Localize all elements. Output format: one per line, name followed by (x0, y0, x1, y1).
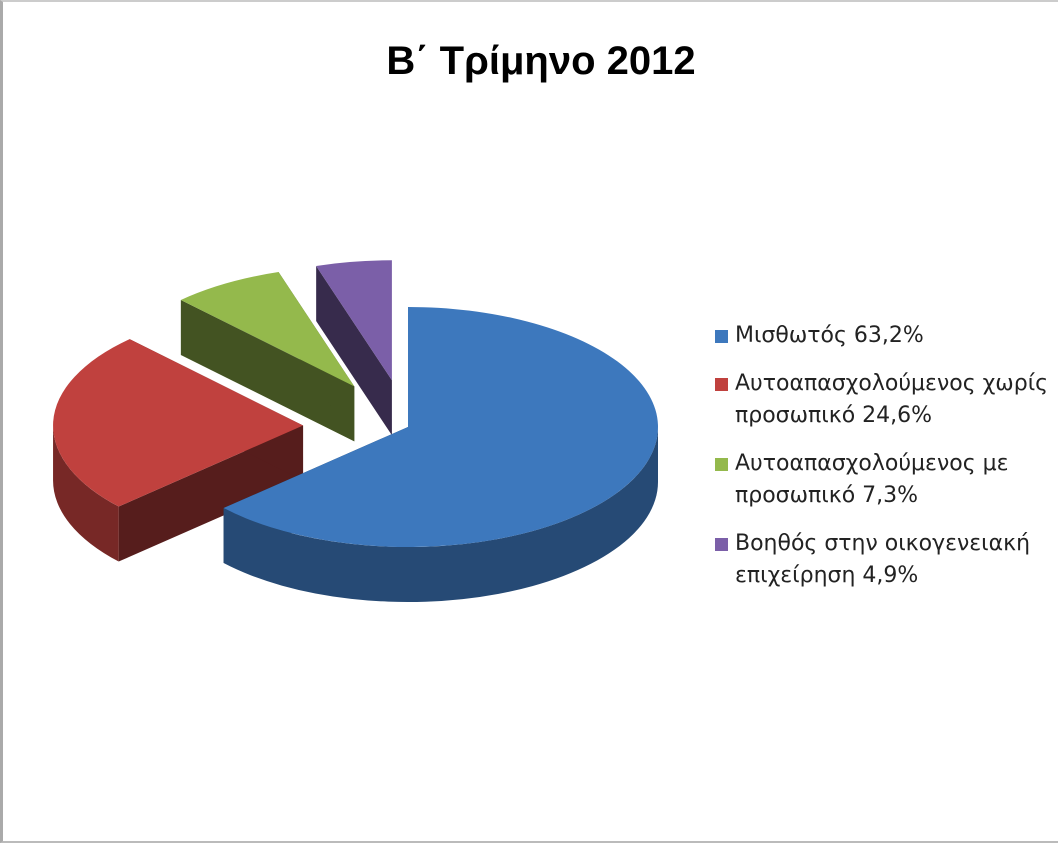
legend-item: Αυτοαπασχολούμενος χωρίς προσωπικό 24,6% (715, 368, 1055, 432)
legend-swatch (715, 538, 728, 551)
legend-value: 4,9% (862, 563, 919, 588)
slice-top (180, 272, 355, 387)
legend-value: 7,3% (862, 483, 919, 508)
legend-item: Μισθωτός 63,2% (715, 320, 1055, 352)
chart-title: Β΄ Τρίμηνο 2012 (386, 39, 695, 83)
slice-top (53, 339, 304, 507)
pie-slice (53, 339, 304, 562)
slice-cut-face (180, 299, 355, 442)
slice-top (223, 307, 658, 547)
legend-item: Αυτοαπασχολούμενος με προσωπικό 7,3% (715, 448, 1055, 512)
slice-cut-face (118, 425, 304, 562)
legend-value: 24,6% (862, 403, 933, 428)
legend-swatch (715, 378, 728, 391)
legend-label: Βοηθός στην οικογενειακή επιχείρηση (735, 531, 1031, 588)
pie-slice (223, 307, 659, 603)
legend-swatch (715, 330, 728, 343)
legend-item: Βοηθός στην οικογενειακή επιχείρηση 4,9% (715, 528, 1055, 592)
legend-label: Μισθωτός (735, 323, 847, 348)
pie-slice (316, 260, 392, 436)
pie-area: Β΄ Τρίμηνο 2012 (53, 39, 696, 603)
slice-wall (223, 427, 659, 603)
pie-slice (180, 272, 355, 442)
legend-value: 63,2% (853, 323, 924, 348)
slice-cut-face (316, 265, 392, 436)
legend-label: Αυτοαπασχολούμενος με προσωπικό (735, 451, 1009, 508)
legend-label: Αυτοαπασχολούμενος χωρίς προσωπικό (735, 371, 1049, 428)
legend-swatch (715, 458, 728, 471)
slice-top (316, 260, 392, 381)
slice-wall (53, 425, 119, 562)
legend: Μισθωτός 63,2% Αυτοαπασχολούμενος χωρίς π… (715, 320, 1055, 608)
